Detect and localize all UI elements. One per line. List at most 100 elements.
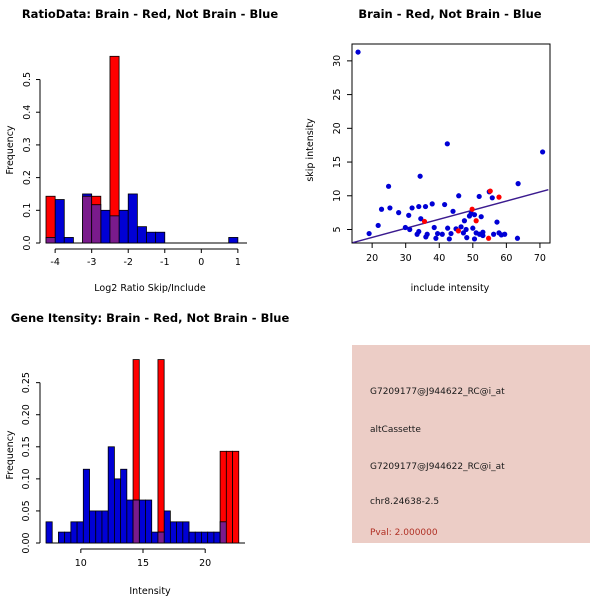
histogram-bar-red — [132, 359, 140, 501]
scatter-svg: Brain - Red, Not Brain - Blue skip inten… — [305, 7, 551, 294]
scatter-point-blue — [406, 212, 412, 218]
scatter-point-blue — [461, 218, 468, 224]
scatter-y-tick-label: 15 — [332, 156, 343, 168]
scatter-point-red — [421, 218, 428, 225]
scatter-point-blue — [476, 193, 482, 200]
ratio-histogram-x-tick-label: -4 — [50, 257, 59, 268]
scatter-point-blue — [407, 226, 413, 233]
scatter-y-tick-label: 30 — [332, 55, 343, 67]
histogram-bar-blue — [89, 510, 97, 544]
gene-histogram-y-tick-label: 0.15 — [21, 436, 32, 457]
scatter-point-blue — [366, 230, 372, 237]
scatter-x-tick-label: 70 — [534, 253, 546, 264]
scatter-point-red — [473, 218, 479, 224]
info-event-type: altCassette — [370, 425, 421, 435]
scatter-point-blue — [471, 212, 478, 218]
gene-histogram-x-tick-label: 20 — [199, 558, 211, 569]
histogram-bar-red — [219, 450, 227, 523]
gene-histogram-y-tick-label: 0.00 — [21, 532, 32, 553]
histogram-bar-blue — [145, 499, 153, 544]
scatter-x-tick-label: 40 — [433, 253, 445, 264]
scatter-point-blue — [471, 236, 478, 242]
scatter-regression-line — [352, 189, 549, 243]
panel-gene-histogram: Gene Itensity: Brain - Red, Not Brain - … — [0, 300, 300, 600]
scatter-point-red — [496, 194, 502, 200]
ratio-histogram-y-tick-label: 0.1 — [22, 203, 33, 218]
scatter-point-blue — [433, 235, 439, 241]
scatter-point-red — [485, 235, 492, 241]
histogram-bar-blue — [201, 531, 209, 544]
histogram-bar-blue — [82, 468, 90, 544]
histogram-bar-blue — [120, 468, 128, 544]
scatter-point-blue — [434, 230, 441, 237]
scatter-ylabel: skip intensity — [305, 118, 316, 182]
ratio-histogram-y-tick-label: 0.2 — [22, 170, 33, 185]
gene-histogram-xlabel: Intensity — [129, 586, 171, 597]
scatter-point-blue — [458, 224, 464, 230]
scatter-point-blue — [494, 219, 500, 225]
histogram-bar-red — [45, 195, 56, 238]
scatter-point-blue — [418, 216, 424, 222]
histogram-bar-blue — [182, 521, 190, 544]
ratio-histogram-x-tick-label: -1 — [160, 257, 169, 268]
histogram-bar-blue — [114, 478, 122, 544]
scatter-y-tick-label: 5 — [332, 226, 343, 232]
histogram-bar-red — [157, 359, 165, 533]
scatter-point-blue — [460, 230, 467, 236]
histogram-bar-blue — [64, 531, 72, 544]
scatter-points-group — [355, 49, 546, 242]
histogram-bar-overlap — [45, 237, 56, 244]
histogram-bar-red — [232, 450, 240, 544]
ratio-histogram-x-tick-label: 0 — [198, 257, 204, 268]
scatter-point-blue — [378, 206, 385, 212]
histogram-bar-blue — [136, 226, 147, 244]
histogram-bar-blue — [138, 499, 146, 544]
histogram-bar-blue — [126, 499, 134, 544]
histogram-bar-blue — [95, 510, 103, 544]
scatter-point-blue — [422, 203, 429, 210]
histogram-bar-blue — [63, 237, 74, 244]
scatter-point-blue — [466, 213, 473, 219]
scatter-point-blue — [375, 222, 381, 229]
scatter-point-blue — [416, 228, 422, 235]
scatter-point-blue — [409, 205, 415, 211]
histogram-bar-blue — [58, 531, 66, 544]
info-probeset-id: G7209177@J944622_RC@i_at — [370, 387, 505, 397]
scatter-point-blue — [540, 149, 546, 155]
scatter-point-blue — [445, 225, 451, 231]
info-locus: chr8.24638-2.5 — [370, 497, 440, 507]
ratio-histogram-ylabel: Frequency — [5, 125, 16, 174]
histogram-bar-blue — [101, 510, 109, 544]
histogram-bar-blue — [194, 531, 202, 544]
ratio-histogram-y-tick-label: 0.3 — [22, 137, 33, 152]
scatter-title: Brain - Red, Not Brain - Blue — [358, 7, 541, 21]
ratio-histogram-x-tick-label: -3 — [87, 257, 96, 268]
scatter-point-blue — [470, 225, 476, 231]
histogram-bar-blue — [188, 531, 196, 544]
ratio-histogram-title: RatioData: Brain - Red, Not Brain - Blue — [22, 7, 279, 21]
histogram-bar-overlap — [157, 531, 165, 544]
scatter-point-blue — [450, 208, 456, 214]
scatter-x-tick-label: 20 — [366, 253, 378, 264]
histogram-bar-blue — [163, 510, 171, 544]
scatter-point-blue — [355, 49, 361, 55]
histogram-bar-overlap — [82, 195, 93, 244]
scatter-xlabel: include intensity — [411, 283, 490, 294]
histogram-bar-red — [91, 195, 102, 206]
scatter-point-blue — [387, 205, 393, 211]
gene-histogram-y-tick-label: 0.10 — [21, 468, 32, 489]
scatter-point-blue — [489, 195, 495, 201]
ratio-histogram-xlabel: Log2 Ratio Skip/Include — [94, 283, 206, 294]
scatter-point-red — [487, 188, 493, 194]
ratio-histogram-y-tick-label: 0.5 — [22, 72, 33, 87]
histogram-bar-blue — [70, 521, 78, 544]
scatter-y-tick-label: 10 — [332, 190, 343, 202]
scatter-point-blue — [439, 231, 445, 237]
histogram-bar-blue — [151, 531, 159, 544]
scatter-plot-area: 5 10 15 20 25 30 20 30 40 50 60 70 — [332, 43, 551, 264]
ratio-histogram-x-tick-label: -2 — [123, 257, 132, 268]
scatter-x-tick-label: 30 — [400, 253, 412, 264]
gene-histogram-ylabel: Frequency — [5, 430, 16, 479]
panel-scatter: Brain - Red, Not Brain - Blue skip inten… — [300, 0, 600, 300]
